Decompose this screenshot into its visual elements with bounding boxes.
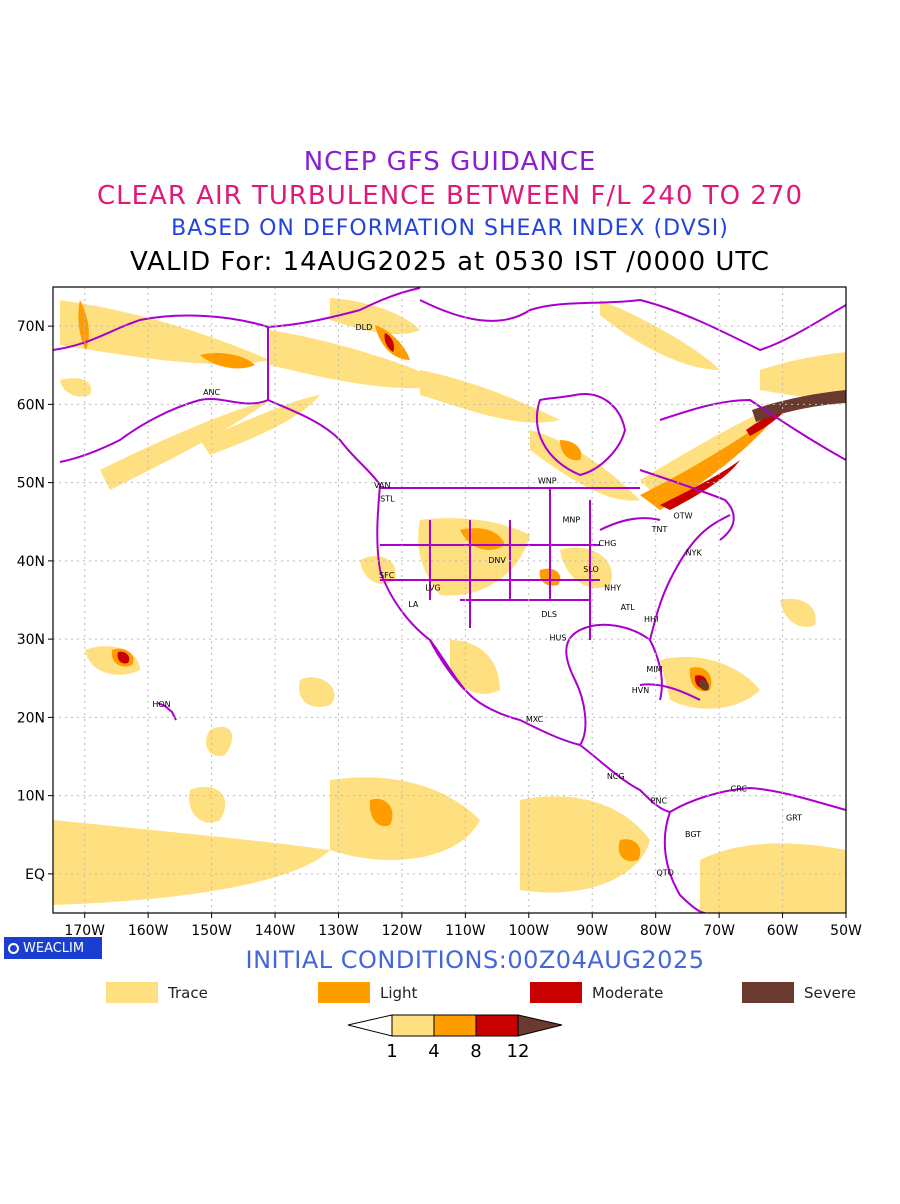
- title-line-1: NCEP GFS GUIDANCE: [303, 147, 597, 177]
- colorbar-trace: [391, 1014, 435, 1037]
- station-label: SLO: [583, 565, 599, 574]
- legend-moderate-label: Moderate: [592, 983, 664, 1002]
- x-tick-label: 120W: [382, 923, 423, 939]
- legend-moderate: Moderate: [530, 982, 663, 1003]
- x-tick-label: 110W: [445, 923, 486, 939]
- legend-trace-label: Trace: [168, 983, 208, 1002]
- coastlines: [53, 287, 846, 913]
- station-label: DLD: [355, 323, 372, 332]
- weaclim-logo: WEACLIM: [4, 937, 102, 959]
- x-tick-label: 160W: [128, 923, 169, 939]
- legend-trace-swatch: [106, 982, 158, 1003]
- graticule: [53, 287, 846, 913]
- title-line-3: BASED ON DEFORMATION SHEAR INDEX (DVSI): [171, 216, 729, 241]
- colorbar-tick: 12: [507, 1041, 530, 1062]
- station-label: PNC: [651, 797, 668, 806]
- colorbar-low-arrow: [347, 1014, 393, 1037]
- station-label: DLS: [541, 610, 557, 619]
- y-tick-label: EQ: [25, 867, 45, 883]
- y-tick-label: 60N: [17, 397, 45, 413]
- colorbar-tick: 4: [428, 1041, 439, 1062]
- latitude-ticks: EQ 10N 20N 30N 40N 50N 60N 70N: [17, 319, 53, 883]
- legend-light: Light: [318, 982, 417, 1003]
- map-frame: [52, 286, 847, 914]
- x-tick-label: 170W: [64, 923, 105, 939]
- station-label: CRC: [731, 785, 748, 794]
- station-label: GRT: [786, 814, 802, 823]
- colorbar: 1 4 8 12: [347, 1014, 563, 1062]
- y-tick-label: 70N: [17, 319, 45, 335]
- valid-time: VALID For: 14AUG2025 at 0530 IST /0000 U…: [130, 247, 770, 277]
- station-label: MNP: [562, 516, 580, 525]
- station-label: HHI: [644, 615, 658, 624]
- x-tick-label: 60W: [767, 923, 799, 939]
- station-label: TNT: [651, 525, 668, 534]
- colorbar-high-arrow: [517, 1014, 563, 1037]
- station-label: HVN: [632, 686, 649, 695]
- initial-conditions: INITIAL CONDITIONS:00Z04AUG2025: [245, 946, 705, 974]
- station-label: VAN: [374, 481, 390, 490]
- legend-trace: Trace: [106, 982, 208, 1003]
- station-label: DNV: [488, 556, 506, 565]
- legend-light-swatch: [318, 982, 370, 1003]
- y-tick-label: 50N: [17, 476, 45, 492]
- x-tick-label: 150W: [191, 923, 232, 939]
- logo-text: WEACLIM: [23, 940, 85, 956]
- legend-moderate-swatch: [530, 982, 582, 1003]
- legend-severe-label: Severe: [804, 983, 856, 1002]
- station-label: LVG: [425, 584, 440, 593]
- station-label: HON: [152, 700, 170, 709]
- colorbar-tick: 8: [470, 1041, 481, 1062]
- legend-light-label: Light: [380, 983, 418, 1002]
- y-tick-label: 30N: [17, 632, 45, 648]
- station-label: OTW: [673, 512, 692, 521]
- station-label: NYK: [686, 548, 703, 557]
- longitude-ticks: 170W 160W 150W 140W 130W 120W 110W 100W 90W 80W 70…: [64, 913, 862, 939]
- station-label: HUS: [550, 634, 567, 643]
- station-label: MIM: [646, 665, 662, 674]
- y-tick-label: 20N: [17, 710, 45, 726]
- y-tick-label: 10N: [17, 789, 45, 805]
- y-tick-label: 40N: [17, 554, 45, 570]
- x-tick-label: 50W: [830, 923, 862, 939]
- x-tick-label: 100W: [509, 923, 550, 939]
- x-tick-label: 90W: [576, 923, 608, 939]
- station-label: QTO: [656, 868, 673, 877]
- title-line-2: CLEAR AIR TURBULENCE BETWEEN F/L 240 TO …: [96, 181, 804, 211]
- station-label: ANC: [203, 388, 220, 397]
- x-tick-label: 70W: [703, 923, 735, 939]
- station-label: MXC: [526, 715, 544, 724]
- severe-areas: [699, 390, 846, 691]
- legend-severe-swatch: [742, 982, 794, 1003]
- station-label: WNP: [538, 476, 557, 485]
- station-label: LA: [408, 600, 419, 609]
- colorbar-moderate: [475, 1014, 519, 1037]
- x-tick-label: 140W: [255, 923, 296, 939]
- colorbar-tick: 1: [386, 1041, 397, 1062]
- station-label: SFC: [379, 571, 395, 580]
- logo-ring-icon: [8, 942, 19, 954]
- x-tick-label: 130W: [318, 923, 359, 939]
- station-labels: ANC DLD VAN STL WNP MNP OTW TNT CHG NYK SFC DNV SLO L…: [152, 323, 802, 877]
- station-label: ATL: [621, 603, 636, 612]
- station-label: CHG: [599, 539, 617, 548]
- x-tick-label: 80W: [640, 923, 672, 939]
- colorbar-light: [433, 1014, 477, 1037]
- station-label: NCG: [607, 772, 625, 781]
- station-label: STL: [380, 494, 395, 503]
- legend-severe: Severe: [742, 982, 856, 1003]
- station-label: BGT: [685, 830, 701, 839]
- station-label: NHY: [604, 584, 621, 593]
